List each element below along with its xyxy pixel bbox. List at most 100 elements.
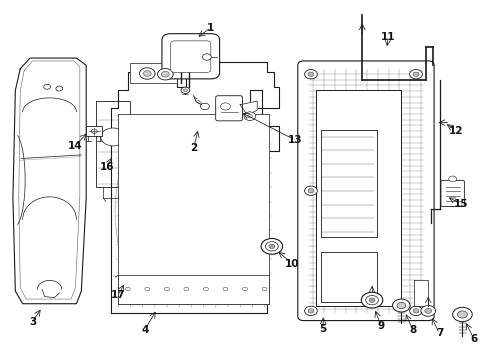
Circle shape	[161, 71, 169, 77]
Circle shape	[199, 252, 203, 255]
Circle shape	[199, 139, 203, 142]
Circle shape	[141, 139, 145, 142]
Circle shape	[121, 139, 125, 142]
Circle shape	[238, 236, 242, 239]
Circle shape	[121, 155, 125, 158]
Circle shape	[238, 268, 242, 271]
Circle shape	[141, 284, 145, 287]
Circle shape	[199, 155, 203, 158]
FancyBboxPatch shape	[118, 275, 270, 304]
Circle shape	[308, 72, 314, 76]
Circle shape	[258, 252, 262, 255]
Circle shape	[160, 220, 164, 223]
Circle shape	[121, 188, 125, 190]
FancyBboxPatch shape	[130, 63, 176, 83]
Circle shape	[141, 268, 145, 271]
Circle shape	[141, 204, 145, 207]
Circle shape	[199, 171, 203, 174]
Circle shape	[238, 139, 242, 142]
Circle shape	[305, 186, 318, 195]
Circle shape	[183, 89, 187, 92]
Circle shape	[199, 123, 203, 126]
Circle shape	[121, 171, 125, 174]
Circle shape	[141, 123, 145, 126]
Circle shape	[238, 171, 242, 174]
Text: 6: 6	[470, 333, 477, 343]
Circle shape	[179, 268, 183, 271]
Circle shape	[145, 287, 150, 291]
FancyBboxPatch shape	[216, 96, 243, 121]
Circle shape	[244, 112, 256, 121]
Circle shape	[44, 84, 50, 89]
Circle shape	[199, 268, 203, 271]
Circle shape	[266, 242, 278, 251]
Circle shape	[121, 220, 125, 223]
Circle shape	[410, 69, 422, 79]
Circle shape	[219, 220, 222, 223]
Circle shape	[179, 252, 183, 255]
Circle shape	[258, 301, 262, 303]
Circle shape	[392, 299, 410, 312]
Circle shape	[258, 171, 262, 174]
Circle shape	[179, 284, 183, 287]
Circle shape	[219, 301, 222, 303]
Circle shape	[121, 284, 125, 287]
Circle shape	[238, 284, 242, 287]
Circle shape	[160, 236, 164, 239]
Circle shape	[308, 309, 314, 313]
Text: 8: 8	[409, 325, 416, 334]
Circle shape	[121, 268, 125, 271]
Text: 3: 3	[29, 317, 36, 327]
Circle shape	[361, 292, 383, 308]
Circle shape	[160, 188, 164, 190]
Circle shape	[258, 155, 262, 158]
Circle shape	[258, 139, 262, 142]
Circle shape	[413, 72, 419, 76]
Circle shape	[219, 252, 222, 255]
Text: 7: 7	[436, 328, 443, 338]
Text: 9: 9	[377, 321, 384, 331]
Circle shape	[125, 287, 130, 291]
Circle shape	[425, 309, 432, 314]
FancyBboxPatch shape	[298, 61, 434, 320]
Text: 16: 16	[100, 162, 115, 172]
Circle shape	[223, 287, 228, 291]
Circle shape	[179, 139, 183, 142]
Circle shape	[56, 86, 63, 91]
Circle shape	[160, 139, 164, 142]
Circle shape	[199, 204, 203, 207]
Circle shape	[179, 220, 183, 223]
Circle shape	[121, 123, 125, 126]
Circle shape	[238, 188, 242, 190]
Text: 2: 2	[190, 143, 197, 153]
Circle shape	[258, 268, 262, 271]
Circle shape	[238, 204, 242, 207]
Circle shape	[181, 87, 190, 94]
Circle shape	[199, 284, 203, 287]
FancyBboxPatch shape	[162, 34, 220, 79]
Circle shape	[160, 301, 164, 303]
Circle shape	[308, 189, 314, 193]
Circle shape	[238, 220, 242, 223]
Circle shape	[200, 103, 209, 110]
Circle shape	[219, 268, 222, 271]
Polygon shape	[13, 58, 86, 304]
Text: 12: 12	[449, 126, 464, 135]
Circle shape	[258, 188, 262, 190]
Circle shape	[199, 188, 203, 190]
Circle shape	[238, 301, 242, 303]
Circle shape	[258, 284, 262, 287]
Circle shape	[238, 123, 242, 126]
FancyBboxPatch shape	[316, 90, 401, 306]
Circle shape	[421, 306, 436, 316]
Circle shape	[202, 54, 211, 60]
Circle shape	[199, 301, 203, 303]
Circle shape	[160, 268, 164, 271]
Circle shape	[305, 69, 318, 79]
Circle shape	[219, 155, 222, 158]
Circle shape	[141, 220, 145, 223]
Circle shape	[91, 129, 97, 134]
Circle shape	[397, 302, 406, 309]
Circle shape	[261, 238, 283, 254]
Circle shape	[199, 220, 203, 223]
